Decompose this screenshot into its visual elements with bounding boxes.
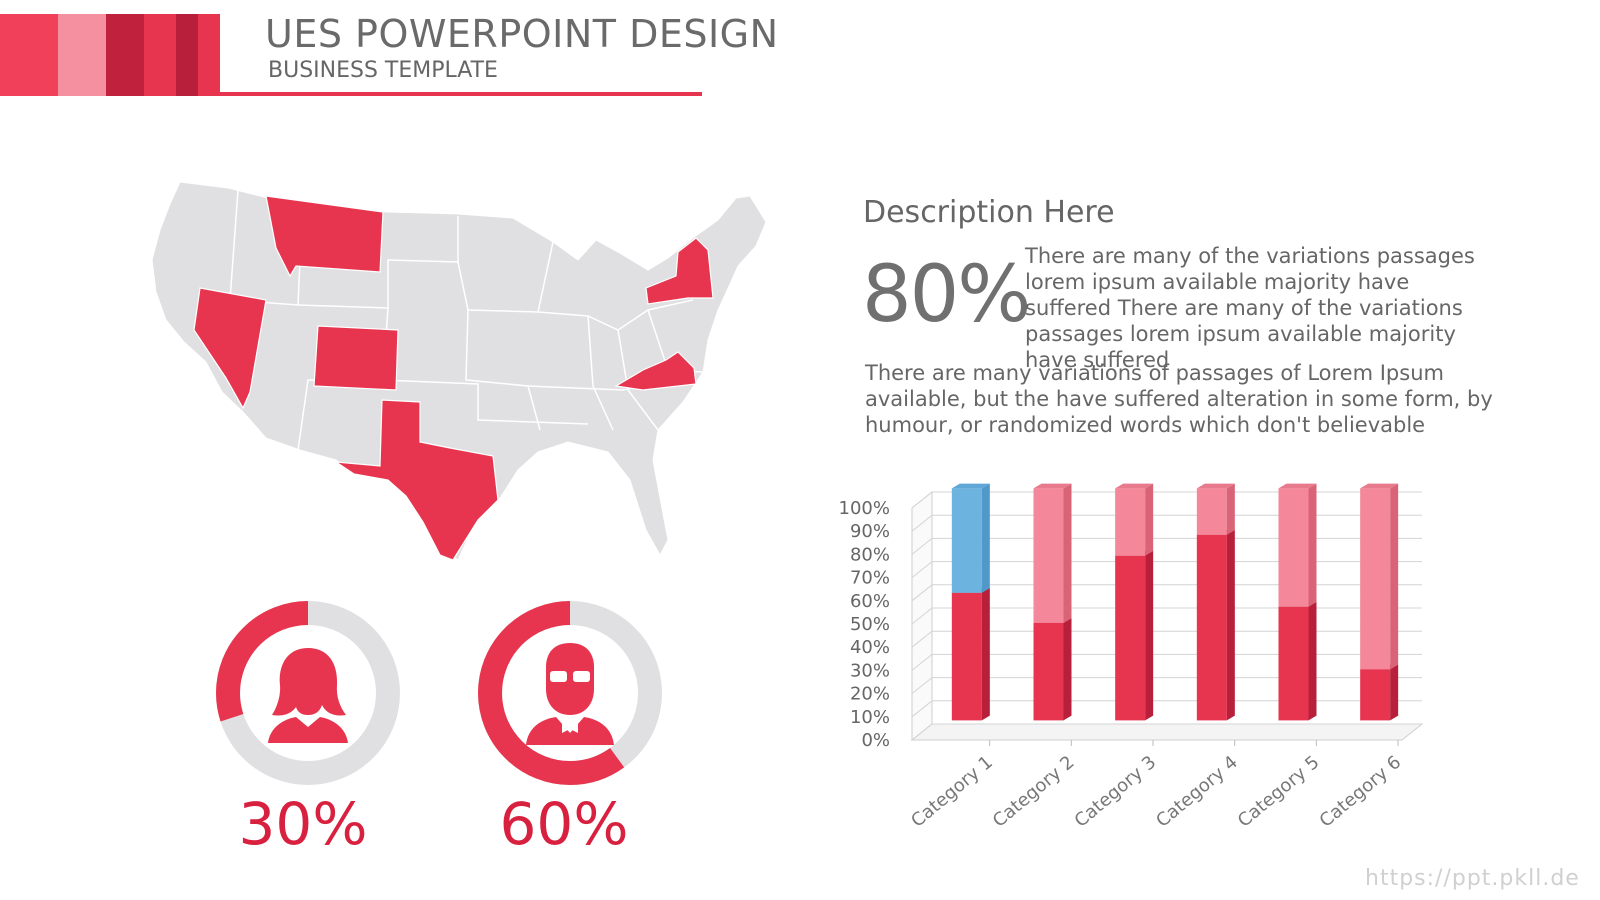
description-paragraph-1: There are many of the variations passage… [1025, 244, 1475, 372]
bar-side [1226, 530, 1235, 721]
stacked-bar-chart: 0%10%20% 30%40%50%60%70% 80%90%100% Categor… [840, 483, 1424, 832]
bar-segment [1278, 488, 1309, 607]
bar-side [1308, 483, 1317, 607]
state-virginia [614, 351, 697, 391]
state-colorado [313, 325, 399, 391]
chart-floor [910, 723, 1424, 741]
bar-segment [1360, 669, 1391, 721]
bar-top [1115, 483, 1154, 489]
usa-outline [151, 181, 767, 561]
y-tick-label: 60% [850, 591, 890, 612]
bar-top [1278, 483, 1317, 489]
bar-segment [1115, 555, 1146, 721]
bar-segment [1196, 534, 1227, 721]
bar-top [1360, 483, 1399, 489]
bar-segment [1033, 622, 1064, 721]
y-tick-label: 90% [850, 521, 890, 542]
y-tick-label: 100% [840, 498, 890, 519]
bar-segment [951, 592, 982, 721]
gridline [911, 537, 1422, 555]
bar-segment [951, 488, 982, 593]
bar-side [1145, 483, 1154, 556]
stripe [106, 14, 144, 96]
stripe [0, 14, 58, 96]
x-tick-label: Category 4 [1152, 752, 1242, 832]
bar-top [1033, 483, 1072, 489]
gridline [911, 700, 1422, 718]
state-texas [335, 399, 499, 561]
man-icon [526, 643, 614, 745]
gridline [911, 630, 1422, 648]
bar-side [981, 588, 990, 721]
donut-percent-female: 30% [238, 790, 368, 858]
state-nevada [193, 287, 267, 410]
bar-side [1226, 483, 1235, 535]
bar-segment [1033, 488, 1064, 623]
gridline [911, 514, 1422, 532]
bar-side [1145, 550, 1154, 721]
gridline [911, 584, 1422, 602]
x-tick-label: Category 6 [1316, 752, 1406, 832]
donut-ring [216, 601, 400, 785]
x-tick-label: Category 2 [989, 752, 1079, 832]
stripe [58, 14, 106, 96]
donut-arc [478, 601, 662, 785]
y-tick-label: 40% [850, 637, 890, 658]
y-tick-label: 10% [850, 707, 890, 728]
header-stripes [0, 14, 220, 96]
state-montana [265, 195, 384, 278]
bar-segment [1278, 606, 1309, 721]
description-paragraph-2: There are many variations of passages of… [865, 361, 1493, 437]
stripe [198, 14, 220, 96]
gridline [911, 723, 1422, 741]
stripe [176, 14, 198, 96]
bar-side [981, 483, 990, 593]
state-new-york [645, 237, 714, 305]
page-title: UES POWERPOINT DESIGN [265, 12, 779, 56]
bar-segment [1360, 488, 1391, 670]
gridline [911, 653, 1422, 671]
donut-chart-female [208, 593, 408, 793]
watermark: https://ppt.pkll.de [1365, 866, 1580, 891]
donut-arc [216, 601, 400, 785]
big-percent: 80% [862, 250, 1031, 340]
bar-side [1063, 483, 1072, 623]
y-tick-label: 30% [850, 660, 890, 681]
header-underline [220, 92, 702, 96]
y-tick-label: 80% [850, 544, 890, 565]
x-tick-label: Category 5 [1234, 752, 1324, 832]
stripe [144, 14, 176, 96]
bar-top [1196, 483, 1235, 489]
y-tick-label: 70% [850, 568, 890, 589]
bar-segment [1196, 488, 1227, 535]
highlighted-states [193, 195, 714, 561]
donut-percent-male: 60% [499, 790, 629, 858]
y-tick-label: 0% [861, 730, 890, 751]
description-title: Description Here [863, 195, 1115, 230]
woman-icon [268, 648, 348, 743]
x-tick-label: Category 3 [1071, 752, 1161, 832]
bar-side [1308, 601, 1317, 721]
page-subtitle: BUSINESS TEMPLATE [268, 58, 498, 83]
bar-side [1063, 618, 1072, 721]
x-tick-label: Category 1 [907, 752, 997, 832]
gridline [911, 607, 1422, 625]
bar-side [1390, 664, 1399, 721]
bar-top [951, 483, 990, 489]
y-tick-label: 20% [850, 684, 890, 705]
gridline [911, 677, 1422, 694]
gridline [911, 561, 1422, 578]
donut-chart-male [470, 593, 670, 793]
bar-side [1390, 483, 1399, 670]
gridline [911, 491, 1422, 509]
usa-map [151, 181, 767, 561]
donut-ring [478, 601, 662, 785]
y-tick-label: 50% [850, 614, 890, 635]
bar-segment [1115, 488, 1146, 556]
